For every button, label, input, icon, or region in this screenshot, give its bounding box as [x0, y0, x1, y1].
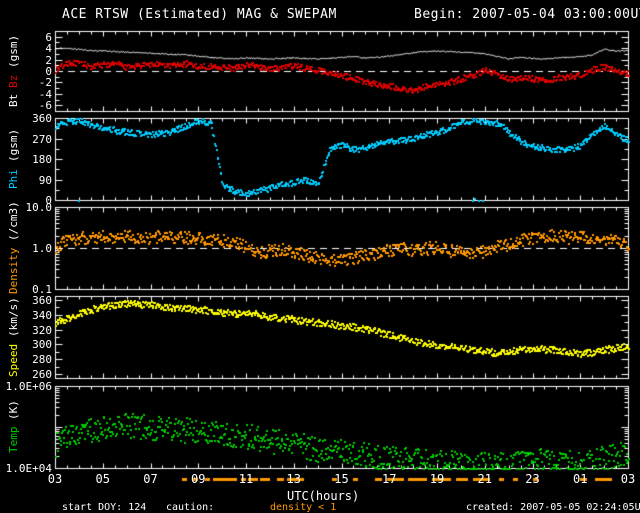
mag-bt-bz-y-tick: -6 [38, 99, 52, 113]
mag-phi-y-tick: 180 [32, 153, 52, 166]
mag-bt-bz-y-tick: 4 [45, 42, 52, 56]
x-tick-21: 21 [477, 472, 492, 486]
x-tick-17: 17 [382, 472, 397, 486]
mag-bt-bz-y-tick: 6 [45, 30, 52, 44]
swepam-density-y-axis-label-part-0: Density [7, 241, 20, 295]
swepam-density-y-tick: 1.0 [32, 242, 52, 255]
swepam-temp-y-tick: 1.0E+04 [5, 462, 52, 475]
swepam-speed-y-axis-label: Speed (km/s) [7, 296, 20, 378]
swepam-density-y-tick: 10.0 [25, 201, 53, 214]
x-tick-03: 03 [620, 472, 636, 486]
mag-bt-bz-y-axis-label-part-2: (gsm) [7, 34, 20, 68]
mag-bt-bz-y-tick: 0 [45, 65, 52, 78]
mag-phi-y-axis-label: Phi (gsm) [7, 118, 20, 200]
x-axis-label: UTC(hours) [287, 489, 360, 503]
mag-bt-bz-y-tick: -4 [38, 87, 52, 101]
footer-created: created: 2007-05-05 02:24:05UTC [466, 502, 640, 513]
mag-phi-y-axis-label-part-1: (gsm) [7, 129, 20, 163]
x-tick-05: 05 [95, 472, 110, 486]
swepam-temp-y-tick: 1.0E+06 [5, 380, 52, 393]
mag-phi-y-tick: 0 [45, 194, 52, 207]
x-tick-13: 13 [286, 472, 301, 486]
swepam-density-y-axis-label-part-1: (/cm3) [7, 201, 20, 242]
swepam-temp-y-axis-label-part-1: (K) [7, 400, 20, 421]
x-tick-01: 01 [573, 472, 588, 486]
x-tick-09: 09 [191, 472, 206, 486]
swepam-temp-y-axis-label: Temp (K) [7, 386, 20, 468]
swepam-speed-y-tick: 260 [32, 368, 52, 382]
mag-bt-bz-y-tick: 2 [45, 53, 52, 67]
swepam-density-y-axis-label: Density (/cm3) [7, 202, 20, 295]
footer-caution-label: caution: [166, 502, 215, 513]
footer-start-doy: start DOY: 124 [62, 502, 147, 513]
swepam-speed-y-tick: 320 [32, 323, 52, 337]
mag-phi-y-axis-label-part-0: Phi [7, 162, 20, 189]
mag-phi-y-tick: 90 [38, 173, 52, 187]
swepam-speed-y-tick: 360 [32, 293, 52, 307]
mag-bt-bz-y-axis-label-part-1: Bz [7, 67, 20, 88]
x-tick-03: 03 [47, 472, 63, 486]
mag-bt-bz-y-axis-label-part-0: Bt [7, 87, 20, 108]
x-tick-07: 07 [143, 472, 158, 486]
swepam-speed-y-tick: 300 [32, 338, 52, 352]
swepam-density-y-tick: 0.1 [32, 283, 52, 296]
swepam-speed-y-tick: 340 [32, 308, 52, 322]
mag-bt-bz-y-tick: -2 [38, 76, 52, 90]
swepam-temp-y-axis-label-part-0: Temp [7, 420, 20, 454]
x-tick-23: 23 [525, 472, 540, 486]
x-tick-15: 15 [334, 472, 349, 486]
x-tick-19: 19 [429, 472, 445, 486]
footer-caution-value: density < 1 [270, 502, 337, 513]
swepam-speed-y-tick: 280 [32, 353, 52, 367]
mag-phi-y-tick: 360 [32, 112, 52, 125]
swepam-speed-y-axis-label-part-1: (km/s) [7, 297, 20, 337]
x-tick-11: 11 [238, 472, 254, 486]
mag-bt-bz-y-axis-label: Bt Bz (gsm) [7, 31, 20, 111]
mag-phi-y-tick: 270 [32, 132, 52, 146]
swepam-speed-y-axis-label-part-0: Speed [7, 337, 20, 377]
